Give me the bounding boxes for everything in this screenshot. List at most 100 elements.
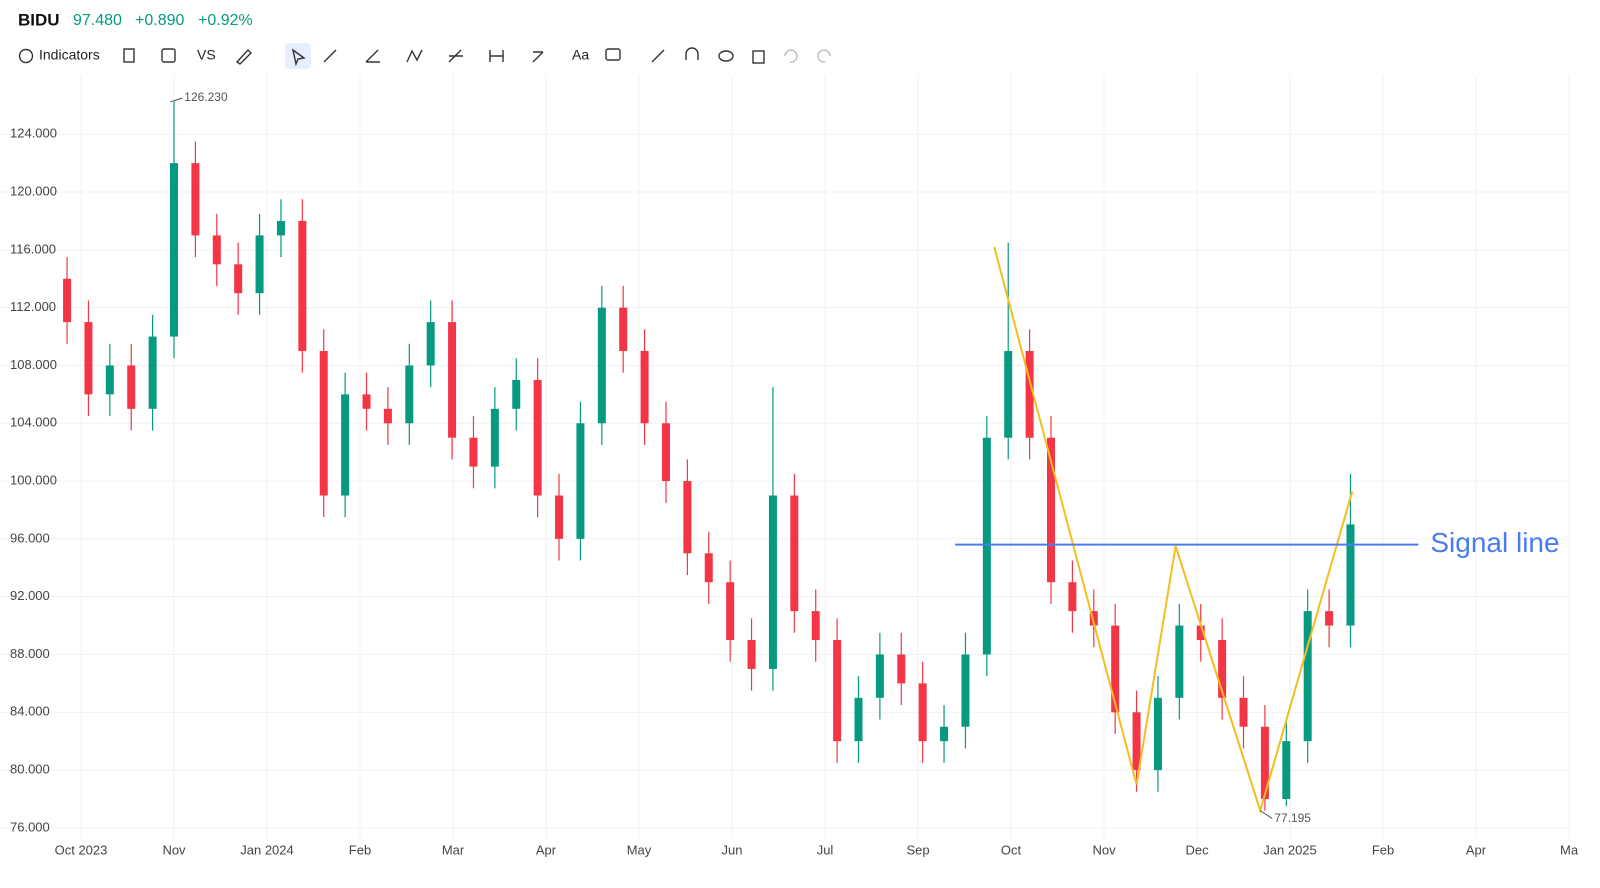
icon[interactable] xyxy=(651,49,665,63)
candle-body xyxy=(490,408,499,467)
candle-body xyxy=(84,322,93,395)
candle-body xyxy=(469,437,478,467)
y-tick-label: 80.000 xyxy=(10,762,50,777)
change-pct: +0.92% xyxy=(198,12,253,29)
y-tick-label: 112.000 xyxy=(10,299,56,314)
candle-body xyxy=(63,278,72,323)
candle-body xyxy=(533,379,542,496)
candle-body xyxy=(1196,625,1205,641)
candle-body xyxy=(790,495,799,612)
x-tick-label: Nov xyxy=(1092,842,1116,857)
x-tick-label: Feb xyxy=(1372,842,1394,857)
icon[interactable] xyxy=(605,48,621,61)
icon[interactable] xyxy=(18,48,34,64)
x-tick-label: Nov xyxy=(162,842,186,857)
y-tick-label: 120.000 xyxy=(10,183,57,198)
y-tick-label: 108.000 xyxy=(10,357,57,372)
x-tick-label: May xyxy=(627,842,652,857)
y-tick-label: 100.000 xyxy=(10,473,57,488)
annotation-label: 126.230 xyxy=(184,90,228,104)
y-tick-label: 104.000 xyxy=(10,415,57,430)
candle-body xyxy=(747,640,756,669)
icon[interactable] xyxy=(685,47,699,60)
annotation-connector xyxy=(1259,810,1273,820)
candle-body xyxy=(683,481,692,554)
x-tick-label: Mar xyxy=(442,842,465,857)
candle-body xyxy=(661,423,670,482)
x-tick-label: Jan 2025 xyxy=(1263,842,1317,857)
icon[interactable] xyxy=(285,43,311,69)
candle-body xyxy=(619,307,628,352)
zigzag-line xyxy=(993,246,1354,814)
annotation-label: 77.195 xyxy=(1274,811,1311,825)
candle-body xyxy=(341,394,350,496)
toolbar xyxy=(18,43,831,69)
candle-body xyxy=(1282,741,1291,799)
candle-body xyxy=(555,495,564,539)
candle-body xyxy=(255,235,264,294)
indicators-button[interactable]: Indicators xyxy=(39,47,100,63)
candle-body xyxy=(1025,351,1034,438)
signal-label: Signal line xyxy=(1430,527,1559,558)
y-tick-label: 76.000 xyxy=(10,819,50,834)
y-tick-label: 88.000 xyxy=(10,646,50,661)
candle-body xyxy=(191,163,200,236)
text-tool[interactable]: Aa xyxy=(572,47,589,63)
icon[interactable] xyxy=(532,51,544,63)
x-tick-label: Apr xyxy=(536,842,557,857)
price: 97.480 xyxy=(73,12,122,29)
compare-button[interactable]: VS xyxy=(197,47,216,63)
candle-body xyxy=(298,220,307,352)
candle-body xyxy=(897,654,906,684)
candle-body xyxy=(148,336,157,409)
icon[interactable] xyxy=(291,48,306,67)
icon[interactable] xyxy=(323,49,337,63)
annotation-connector xyxy=(170,97,183,103)
candle-body xyxy=(875,654,884,698)
candle-body xyxy=(127,365,136,409)
icon[interactable] xyxy=(817,49,831,63)
y-tick-label: 84.000 xyxy=(10,704,50,719)
icon[interactable] xyxy=(161,48,176,63)
candle-body xyxy=(448,322,457,438)
candle-body xyxy=(105,365,114,395)
candle-body xyxy=(276,220,285,236)
candle-body xyxy=(1089,611,1098,626)
candle-body xyxy=(768,495,777,669)
candle-body xyxy=(811,611,820,641)
candle-body xyxy=(726,582,735,641)
candle-body xyxy=(234,264,243,294)
x-tick-label: Jun xyxy=(722,842,743,857)
icon[interactable] xyxy=(123,48,135,63)
candle-body xyxy=(1004,351,1013,438)
candle-body xyxy=(1132,712,1141,771)
candle-body xyxy=(940,726,949,742)
icon[interactable] xyxy=(235,48,252,65)
change: +0.890 xyxy=(135,12,184,29)
candle-body xyxy=(512,379,521,409)
candle-body xyxy=(1239,697,1248,727)
candle-body xyxy=(426,322,435,366)
candle-body xyxy=(1047,437,1056,583)
candle-body xyxy=(1153,697,1162,771)
x-tick-label: Ma xyxy=(1560,842,1579,857)
icon[interactable] xyxy=(752,50,765,64)
x-tick-label: Oct xyxy=(1001,842,1022,857)
plot: 76.000 80.000 84.000 88.000 92.000 96.000 100.… xyxy=(0,75,1579,857)
candle-body xyxy=(1303,611,1312,742)
x-tick-label: Feb xyxy=(349,842,371,857)
icon[interactable] xyxy=(718,50,734,62)
icon[interactable] xyxy=(784,49,798,63)
icon[interactable] xyxy=(448,49,463,63)
candle-body xyxy=(576,423,585,539)
icon[interactable] xyxy=(489,50,504,62)
candle-body xyxy=(1175,625,1184,698)
candle-body xyxy=(982,437,991,655)
y-tick-label: 92.000 xyxy=(10,588,50,603)
candle-body xyxy=(1218,640,1227,698)
candle-body xyxy=(405,365,414,424)
x-tick-label: Jan 2024 xyxy=(240,842,294,857)
icon[interactable] xyxy=(406,49,423,63)
candle-body xyxy=(1111,625,1120,713)
icon[interactable] xyxy=(365,49,380,63)
